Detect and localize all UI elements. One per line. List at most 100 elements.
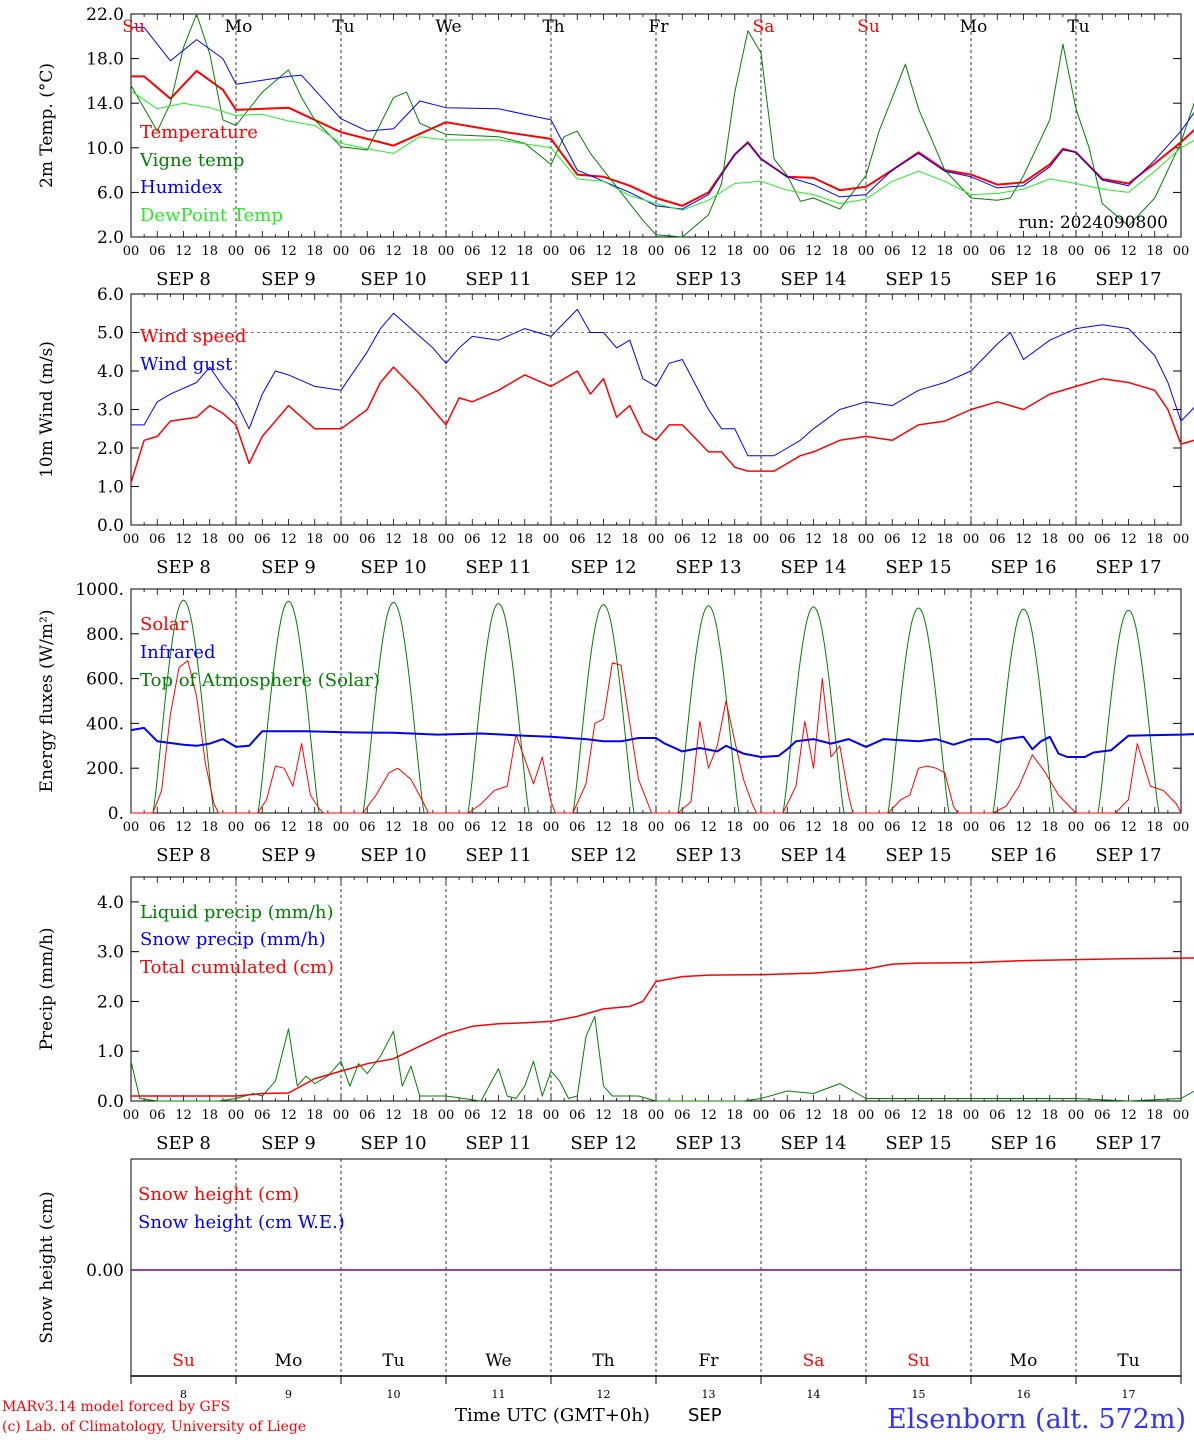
series-line-temperature (131, 69, 1194, 207)
weekday-label: Th (542, 17, 564, 37)
hour-tick-label: 18 (621, 532, 638, 547)
day-number-label: 10 (387, 1388, 401, 1401)
date-label: SEP 10 (360, 845, 426, 866)
day-number-label: 9 (285, 1388, 292, 1401)
series-line-vigne-temp (130, 13, 1194, 238)
date-label: SEP 8 (156, 845, 211, 866)
date-label: SEP 11 (465, 1133, 531, 1154)
date-label: SEP 15 (885, 269, 951, 290)
date-label: SEP 17 (1095, 845, 1161, 866)
hour-tick-label: 18 (831, 820, 848, 835)
hour-tick-label: 12 (595, 244, 612, 259)
hour-tick-label: 06 (779, 244, 796, 259)
weekday-label: Mo (1010, 1351, 1038, 1371)
legend-entry: Total cumulated (cm) (140, 957, 334, 978)
hour-tick-label: 00 (753, 1108, 770, 1123)
hour-tick-label: 18 (726, 244, 743, 259)
hour-tick-label: 00 (228, 1108, 245, 1123)
hour-tick-label: 12 (490, 820, 507, 835)
y-axis-label: Snow height (cm) (37, 1191, 57, 1343)
legend-entry: Snow height (cm) (138, 1184, 299, 1205)
legend-entry: Infrared (140, 642, 215, 663)
hour-tick-label: 00 (228, 532, 245, 547)
run-label: run: 2024090800 (1019, 213, 1168, 233)
series-line-solar (131, 660, 1182, 814)
date-label: SEP 15 (885, 845, 951, 866)
hour-tick-label: 18 (201, 244, 218, 259)
hour-tick-label: 18 (831, 244, 848, 259)
legend-entry: Top of Atmosphere (Solar) (140, 670, 380, 691)
day-number-label: 14 (807, 1388, 821, 1401)
hour-tick-label: 06 (359, 244, 376, 259)
legend-entry: Liquid precip (mm/h) (140, 902, 334, 923)
y-tick-label: 1.0 (97, 1042, 124, 1062)
hour-tick-label: 12 (910, 820, 927, 835)
y-axis-label: 2m Temp. (°C) (37, 63, 57, 188)
hour-tick-label: 00 (753, 532, 770, 547)
date-label: SEP 17 (1095, 557, 1161, 578)
hour-tick-label: 00 (753, 820, 770, 835)
hour-tick-label: 12 (175, 820, 192, 835)
date-label: SEP 13 (675, 557, 741, 578)
date-label: SEP 10 (360, 1133, 426, 1154)
hour-tick-label: 18 (1041, 820, 1058, 835)
legend-entry: Temperature (140, 122, 258, 143)
hour-tick-label: 00 (963, 820, 980, 835)
legend-entry: Snow precip (mm/h) (140, 929, 326, 950)
hour-tick-label: 18 (411, 820, 428, 835)
hour-tick-label: 18 (516, 820, 533, 835)
weekday-label: Sa (803, 1351, 825, 1371)
hour-tick-label: 06 (149, 532, 166, 547)
hour-tick-label: 12 (700, 532, 717, 547)
date-label: SEP 12 (570, 845, 636, 866)
hour-tick-label: 00 (963, 1108, 980, 1123)
hour-tick-label: 12 (280, 820, 297, 835)
hour-tick-label: 00 (858, 820, 875, 835)
hour-tick-label: 18 (726, 820, 743, 835)
hour-tick-label: 00 (438, 1108, 455, 1123)
hour-tick-label: 06 (254, 532, 271, 547)
hour-tick-label: 00 (228, 244, 245, 259)
credit-line-2: (c) Lab. of Climatology, University of L… (2, 1419, 307, 1435)
hour-tick-label: 18 (1146, 1108, 1163, 1123)
series-line-wind-gust (131, 308, 1194, 457)
day-number-label: 17 (1122, 1388, 1136, 1401)
hour-tick-label: 18 (726, 1108, 743, 1123)
hour-tick-label: 12 (1120, 532, 1137, 547)
hour-tick-label: 12 (805, 820, 822, 835)
date-label: SEP 13 (675, 269, 741, 290)
weekday-label: Sa (753, 17, 775, 37)
hour-tick-label: 18 (1041, 532, 1058, 547)
hour-tick-label: 12 (1120, 820, 1137, 835)
hour-tick-label: 12 (175, 1108, 192, 1123)
hour-tick-label: 00 (543, 532, 560, 547)
hour-tick-label: 12 (595, 820, 612, 835)
hour-tick-label: 00 (963, 532, 980, 547)
hour-tick-label: 18 (411, 1108, 428, 1123)
month-label: SEP (688, 1405, 722, 1426)
hour-tick-label: 12 (1120, 244, 1137, 259)
weekday-label: Tu (1117, 1351, 1139, 1371)
hour-tick-label: 18 (936, 532, 953, 547)
hour-tick-label: 18 (306, 820, 323, 835)
hour-tick-label: 00 (858, 532, 875, 547)
weekday-label: Su (122, 17, 145, 37)
hour-tick-label: 18 (201, 532, 218, 547)
weekday-label: We (435, 17, 461, 37)
hour-tick-label: 18 (411, 532, 428, 547)
hour-tick-label: 18 (936, 820, 953, 835)
date-label: SEP 8 (156, 557, 211, 578)
hour-tick-label: 00 (123, 1108, 140, 1123)
hour-tick-label: 18 (621, 244, 638, 259)
y-axis-label: Energy fluxes (W/m²) (37, 610, 57, 793)
weekday-label: Fr (649, 17, 670, 37)
hour-tick-label: 00 (648, 244, 665, 259)
hour-tick-label: 12 (1120, 1108, 1137, 1123)
hour-tick-label: 06 (779, 1108, 796, 1123)
hour-tick-label: 00 (963, 244, 980, 259)
series-line-wind-speed (130, 366, 1194, 483)
hour-tick-label: 00 (123, 820, 140, 835)
hour-tick-label: 00 (648, 532, 665, 547)
y-axis-label: Precip (mm/h) (37, 927, 57, 1050)
hour-tick-label: 06 (1094, 1108, 1111, 1123)
